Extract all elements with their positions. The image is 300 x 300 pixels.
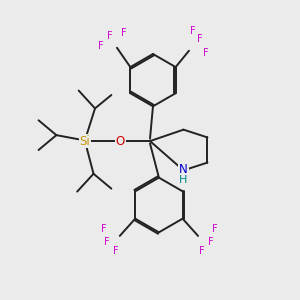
Text: F: F <box>100 224 106 234</box>
Text: F: F <box>196 34 202 44</box>
Text: N: N <box>179 163 188 176</box>
Text: F: F <box>212 224 217 234</box>
Text: H: H <box>179 175 188 185</box>
Text: F: F <box>208 237 213 247</box>
Text: F: F <box>113 246 119 256</box>
Text: F: F <box>121 28 126 38</box>
Text: F: F <box>199 246 204 256</box>
Text: F: F <box>98 41 103 51</box>
Text: F: F <box>104 237 110 247</box>
Text: F: F <box>202 48 208 58</box>
Text: F: F <box>107 32 112 41</box>
Text: Si: Si <box>79 135 90 148</box>
Text: F: F <box>190 26 195 36</box>
Text: O: O <box>116 135 125 148</box>
